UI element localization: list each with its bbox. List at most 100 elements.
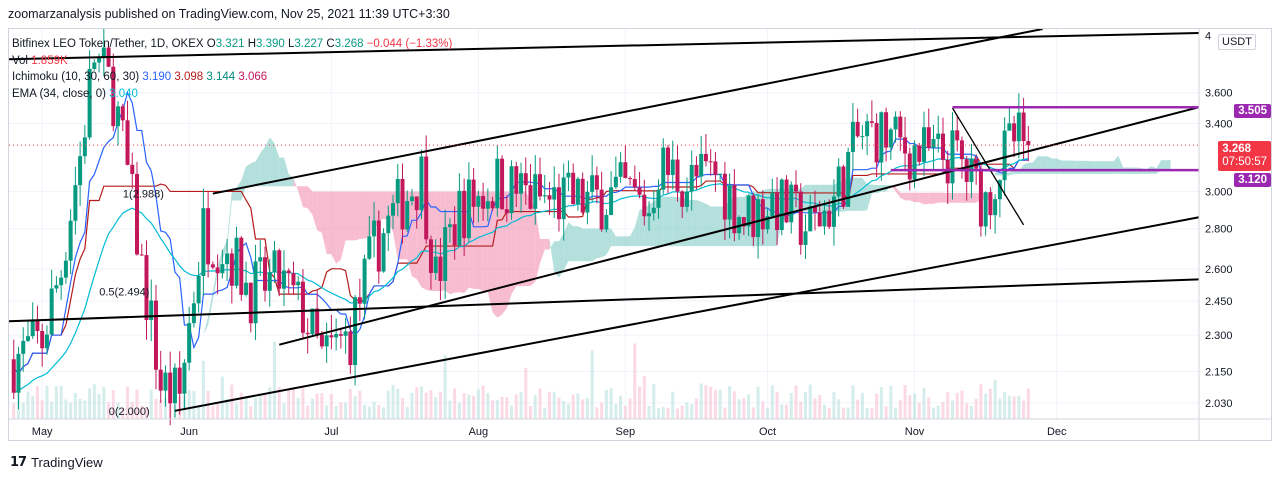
cloud-segment [686, 200, 692, 247]
volume-bar [903, 385, 907, 419]
cloud-segment [511, 191, 517, 295]
price-chart[interactable]: 1(2.988)0.5(2.494)0(2.000) 43.6003.4003.… [9, 29, 1272, 441]
volume-bar [742, 398, 746, 419]
trendlines-layer: 1(2.988) 0.5(2.494) 0(2.000) [9, 29, 1200, 418]
volume-bar [780, 404, 784, 419]
volume-bar [789, 393, 793, 419]
candle-body [613, 176, 618, 188]
volume-bar [197, 406, 201, 419]
volume-bar [998, 398, 1002, 419]
cloud-segment [1028, 162, 1034, 174]
symbol-row[interactable]: Bitfinex LEO Token/Tether, 1D, OKEX O3.3… [12, 36, 452, 53]
cloud-segment [317, 191, 322, 233]
volume-bar [1022, 400, 1026, 419]
candle-body [182, 362, 187, 394]
volume-bar [372, 401, 376, 419]
candle-body [101, 47, 106, 57]
volume-row[interactable]: Vol 1.859K [12, 53, 452, 70]
price-tick-label: 2.030 [1205, 398, 1233, 410]
candle-body [666, 147, 671, 175]
candle-body [305, 332, 310, 335]
volume-bar [766, 408, 770, 419]
candle-body [519, 173, 524, 194]
volume-bar [671, 391, 675, 419]
candle-body [63, 260, 68, 278]
currency-selector[interactable]: USDT [1218, 34, 1256, 50]
volume-bar [1003, 392, 1007, 419]
volume-bar [723, 407, 727, 419]
candle-body [438, 256, 443, 281]
volume-bar [239, 392, 243, 419]
volume-bar [163, 398, 167, 419]
cloud-segment [208, 291, 213, 325]
candle-body [229, 253, 234, 286]
candle-body [940, 133, 945, 160]
volume-bar [457, 402, 461, 419]
volume-bar [334, 406, 338, 419]
candle-body [120, 106, 125, 121]
volume-bar [429, 390, 433, 419]
cloud-segment [321, 191, 327, 255]
candle-body [552, 187, 557, 200]
volume-bar [894, 407, 898, 419]
candle-body [362, 258, 367, 304]
volume-bar [92, 384, 96, 419]
volume-bar [434, 397, 438, 419]
volume-bar [396, 388, 400, 419]
cloud-segment [539, 238, 545, 264]
candle-body [836, 166, 841, 197]
cloud-segment [1009, 171, 1015, 176]
candle-body [703, 153, 708, 162]
ohlc-high: H3.390 [247, 38, 285, 50]
volume-bar [785, 404, 789, 419]
volume-bar [666, 407, 670, 419]
cloud-segment [549, 238, 555, 273]
volume-bar [770, 385, 774, 419]
ichimoku-row[interactable]: Ichimoku (10, 30, 60, 30) 3.190 3.098 3.… [12, 69, 452, 86]
volume-bar [419, 386, 423, 419]
fib-level-label: 0.5(2.494) [99, 286, 149, 298]
candle-body [632, 179, 637, 188]
candle-body [1021, 112, 1026, 142]
chart-pane[interactable]: 1(2.988) 0.5(2.494) 0(2.000) 4 3.600 3.400 3.… [8, 28, 1272, 441]
cloud-segment [905, 192, 910, 201]
candle-body [30, 319, 35, 337]
volume-bar [585, 397, 589, 419]
support-price-tag: 3.120 [1234, 173, 1271, 187]
candle-body [319, 334, 324, 347]
price-tick-label: 2.300 [1205, 330, 1233, 342]
cloud-segment [364, 191, 370, 239]
ema-row[interactable]: EMA (34, close, 0) 3.040 [12, 86, 452, 103]
candle-body [82, 137, 87, 157]
cloud-segment [506, 191, 512, 309]
volume-bar [879, 387, 883, 419]
volume-bar [301, 386, 305, 419]
candle-body [651, 207, 656, 214]
volume-bar [747, 394, 751, 419]
price-tick-label: 2.150 [1205, 367, 1233, 379]
footer-brand[interactable]: 17 TradingView [10, 455, 103, 470]
candle-body [590, 175, 595, 192]
cloud-segment [558, 233, 564, 278]
volume-value: 1.859K [31, 54, 68, 67]
volume-bar [704, 384, 708, 419]
candle-body [215, 267, 220, 274]
volume-bar [775, 391, 779, 419]
cloud-segment [615, 236, 621, 247]
volume-bar [808, 384, 812, 419]
candle-body [751, 195, 756, 238]
long-support-line [9, 278, 1200, 323]
volume-bar [78, 398, 82, 419]
volume-bar [83, 400, 87, 419]
cloud-segment [577, 226, 583, 262]
candle-body [25, 336, 30, 341]
cloud-segment [634, 209, 640, 247]
volume-bar [1017, 395, 1021, 419]
volume-bar [448, 400, 452, 419]
volume-bar [984, 393, 988, 419]
volume-bar [500, 396, 504, 419]
cloud-segment [502, 191, 507, 315]
cloud-segment [250, 161, 256, 187]
candle-body [756, 199, 761, 238]
candle-body [40, 330, 45, 349]
